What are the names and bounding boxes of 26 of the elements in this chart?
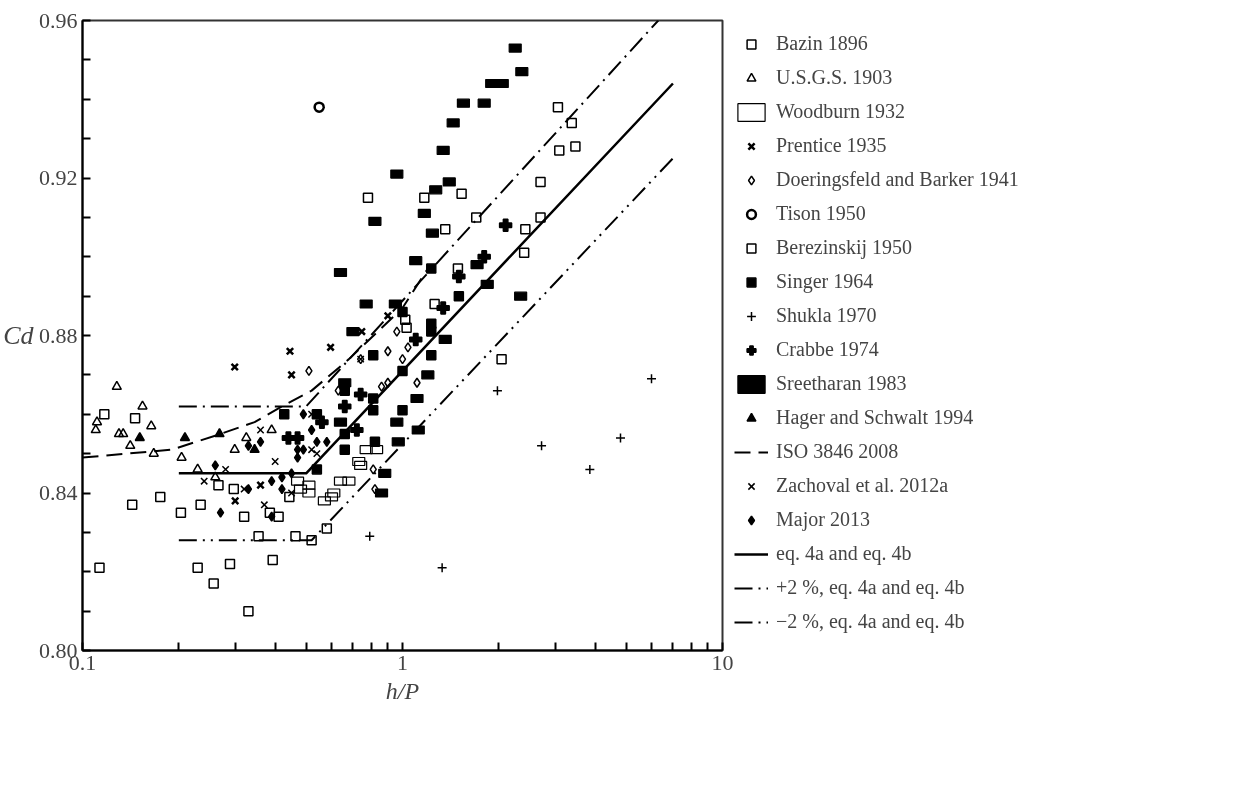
y-tick-label: 0.92: [39, 165, 78, 190]
legend-label: Crabbe 1974: [776, 338, 879, 361]
legend-label: Singer 1964: [776, 270, 874, 293]
legend-label: Shukla 1970: [776, 304, 877, 327]
legend-label: Hager and Schwalt 1994: [776, 406, 974, 429]
legend-label: Bazin 1896: [776, 32, 868, 55]
y-axis-title: Cd: [3, 321, 35, 350]
y-tick-label: 0.96: [39, 7, 78, 33]
legend-label: Tison 1950: [776, 202, 866, 225]
legend-label: eq. 4a and eq. 4b: [776, 542, 912, 565]
x-tick-label: 1: [397, 649, 408, 675]
legend-label: U.S.G.S. 1903: [776, 66, 893, 89]
legend-label: Major 2013: [776, 508, 870, 531]
legend-label: Woodburn 1932: [776, 100, 905, 123]
legend-label: Berezinskij 1950: [776, 236, 913, 259]
legend-label: Doeringsfeld and Barker 1941: [776, 168, 1019, 191]
legend-label: −2 %, eq. 4a and eq. 4b: [776, 610, 965, 633]
legend-label: +2 %, eq. 4a and eq. 4b: [776, 576, 965, 599]
y-tick-label: 0.88: [39, 322, 78, 348]
x-tick-label: 10: [711, 649, 734, 675]
y-tick-label: 0.84: [39, 480, 78, 505]
legend-label: Zachoval et al. 2012a: [776, 474, 949, 497]
legend-label: ISO 3846 2008: [776, 440, 899, 463]
x-axis-title: h/P: [385, 677, 420, 704]
legend-label: Prentice 1935: [776, 134, 887, 157]
legend-label: Sreetharan 1983: [776, 372, 907, 395]
